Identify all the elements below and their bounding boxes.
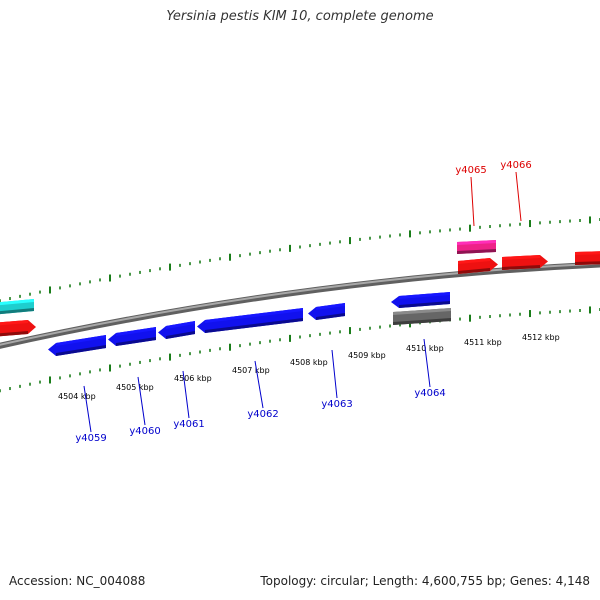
gene-label-y4059: y4059 <box>75 385 107 444</box>
gene-label-y4062: y4062 <box>247 360 279 420</box>
ruler-label: 4512 kbp <box>522 333 560 342</box>
gene-label-y4060: y4060 <box>129 376 161 437</box>
ruler-label: 4508 kbp <box>290 358 328 367</box>
genome-title: Yersinia pestis KIM 10, complete genome <box>166 9 434 24</box>
gene-arrow-y4066 <box>502 255 548 270</box>
gene-arrow-gray <box>393 308 451 325</box>
gene-label-y4064: y4064 <box>414 338 446 399</box>
gene-label-y4061: y4061 <box>173 370 205 430</box>
svg-text:y4064: y4064 <box>414 388 445 399</box>
upper-ruler <box>0 216 600 303</box>
gene-arrow <box>575 251 600 265</box>
svg-text:y4065: y4065 <box>455 165 486 176</box>
gene-arrow-y4061 <box>158 321 195 339</box>
gene-label-y4065: y4065 <box>455 165 487 227</box>
gene-arrow <box>458 258 498 274</box>
gene-arrow-y4060 <box>108 327 156 346</box>
svg-text:y4066: y4066 <box>500 160 531 171</box>
genome-stats: Topology: circular; Length: 4,600,755 bp… <box>260 574 590 588</box>
gene-arrow-cyan <box>0 299 34 315</box>
gene-arrow-y4059 <box>48 335 106 356</box>
ruler-label: 4509 kbp <box>348 351 386 360</box>
svg-text:y4062: y4062 <box>247 409 278 420</box>
genome-backbone <box>0 261 600 349</box>
svg-text:y4061: y4061 <box>173 419 204 430</box>
gene-arrow-y4064 <box>391 292 450 308</box>
ruler-label: 4511 kbp <box>464 338 502 347</box>
ruler-label: 4505 kbp <box>116 383 154 392</box>
feature-track <box>0 240 600 356</box>
gene-arrow-pink <box>457 240 496 254</box>
gene-labels: y4059 y4060 y4061 y4062 y4063 y4064 y4065 y4066 <box>75 160 531 444</box>
gene-arrow <box>0 320 36 337</box>
ruler-label: 4506 kbp <box>174 374 212 383</box>
svg-text:y4063: y4063 <box>321 399 352 410</box>
svg-text:y4060: y4060 <box>129 426 160 437</box>
ruler-label: 4507 kbp <box>232 366 270 375</box>
accession-label: Accession: NC_004088 <box>9 574 146 588</box>
ruler-label: 4504 kbp <box>58 392 96 401</box>
gene-arrow-y4063 <box>308 303 345 320</box>
gene-label-y4063: y4063 <box>321 349 353 410</box>
gene-label-y4066: y4066 <box>500 160 532 222</box>
svg-text:y4059: y4059 <box>75 433 106 444</box>
gene-arrow-y4062 <box>197 308 303 333</box>
